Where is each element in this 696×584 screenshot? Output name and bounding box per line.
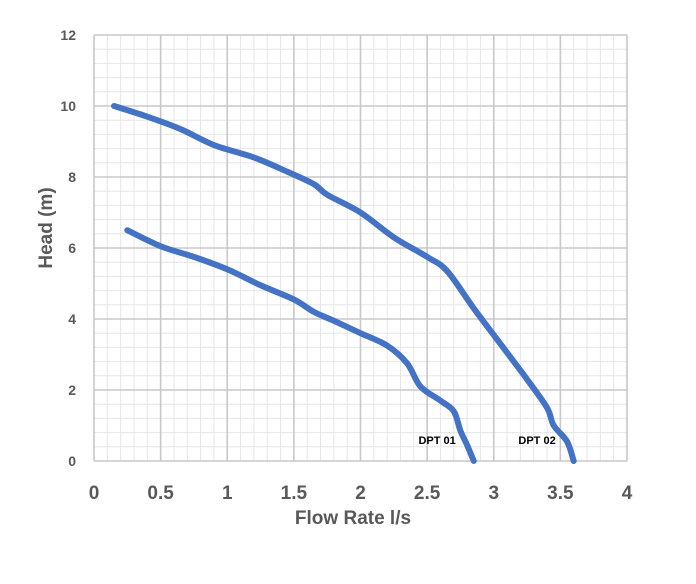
x-tick-label: 2 xyxy=(355,483,366,504)
y-axis-ticks: 0 2 4 6 8 10 12 xyxy=(60,27,76,469)
series-layer xyxy=(110,103,577,464)
series-label-1: DPT 01 xyxy=(418,435,455,447)
series-line-2 xyxy=(110,103,577,464)
series-label-2: DPT 02 xyxy=(518,435,555,447)
x-tick-label: 4 xyxy=(622,483,633,504)
x-tick-label: 3.5 xyxy=(547,483,574,504)
series-line-1 xyxy=(124,227,477,464)
y-tick-label: 2 xyxy=(68,382,76,398)
x-tick-label: 0 xyxy=(89,483,100,504)
x-tick-label: 3 xyxy=(488,483,499,504)
x-tick-label: 0.5 xyxy=(147,483,174,504)
x-axis-ticks: 0 0.5 1 1.5 2 2.5 3 3.5 4 xyxy=(89,483,633,504)
y-tick-label: 6 xyxy=(68,240,76,256)
x-tick-label: 2.5 xyxy=(414,483,441,504)
y-tick-label: 10 xyxy=(60,98,76,114)
y-tick-label: 8 xyxy=(68,169,76,185)
x-tick-label: 1.5 xyxy=(281,483,308,504)
x-tick-label: 1 xyxy=(222,483,233,504)
y-tick-label: 0 xyxy=(68,453,76,469)
y-tick-label: 4 xyxy=(68,311,76,327)
y-axis-title: Head (m) xyxy=(36,187,57,268)
x-axis-title: Flow Rate l/s xyxy=(295,508,411,529)
series-labels: DPT 01 DPT 02 xyxy=(418,435,555,447)
y-tick-label: 12 xyxy=(60,27,76,43)
